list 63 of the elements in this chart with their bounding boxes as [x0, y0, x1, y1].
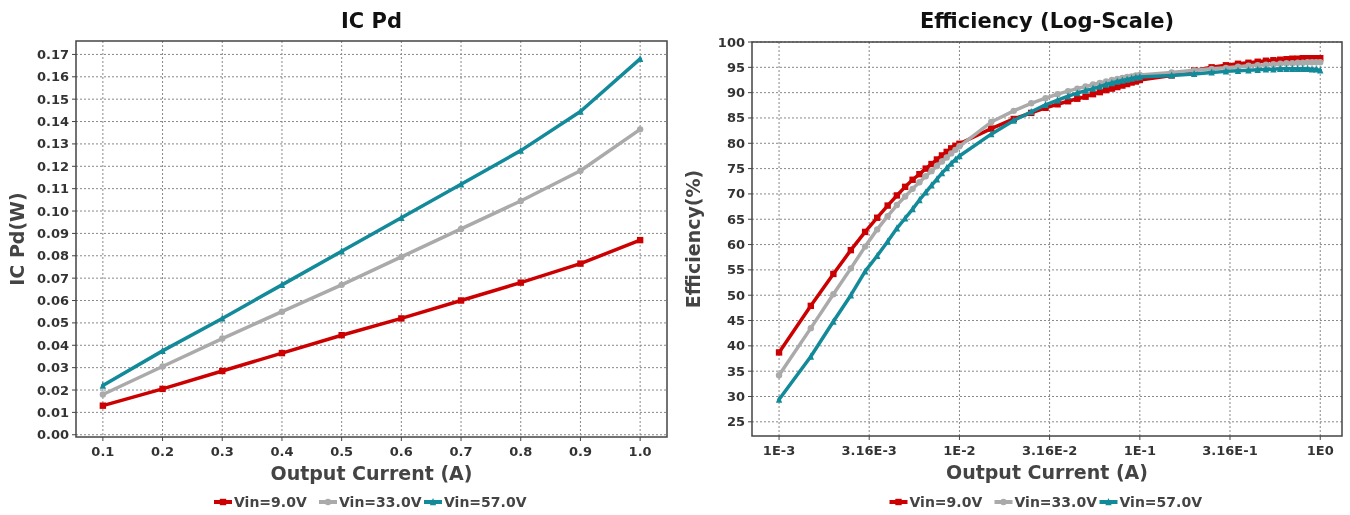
x-tick-label: 0.4: [270, 444, 294, 459]
x-axis-title: Output Current (A): [270, 462, 473, 484]
x-tick-label: 3.16E-3: [841, 443, 897, 458]
y-tick-label: 0.01: [36, 404, 69, 420]
y-tick-label: 0.00: [36, 427, 69, 443]
y-tick-label: 0.14: [36, 114, 69, 130]
y-tick-label: 0.13: [36, 136, 69, 152]
legend-label: Vin=33.0V: [339, 494, 422, 510]
y-tick-label: 0.09: [36, 225, 69, 241]
legend-label: Vin=57.0V: [1119, 494, 1203, 510]
y-tick-label: 70: [726, 186, 745, 202]
y-tick-label: 100: [717, 34, 745, 50]
y-tick-label: 40: [726, 338, 745, 354]
y-axis-title: IC Pd(W): [6, 192, 28, 286]
legend-label: Vin=33.0V: [1014, 494, 1098, 510]
y-tick-label: 35: [726, 363, 745, 379]
y-tick-label: 0.07: [36, 270, 69, 286]
y-tick-label: 0.12: [36, 158, 69, 174]
y-tick-label: 25: [726, 414, 745, 430]
x-tick-label: 1.0: [628, 444, 652, 459]
y-tick-label: 80: [726, 135, 745, 151]
y-tick-label: 85: [726, 110, 745, 126]
y-tick-label: 30: [726, 389, 745, 404]
y-tick-label: 0.11: [36, 181, 69, 197]
x-tick-label: 0.5: [330, 444, 354, 459]
chart-title: Efficiency (Log-Scale): [920, 9, 1174, 33]
x-tick-label: 0.6: [389, 444, 413, 459]
y-tick-label: 0.06: [36, 293, 69, 309]
x-tick-label: 0.7: [449, 444, 473, 459]
x-tick-label: 0.3: [210, 444, 234, 459]
x-axis-title: Output Current (A): [946, 461, 1148, 483]
y-tick-label: 50: [726, 287, 745, 303]
legend-label: Vin=57.0V: [444, 494, 527, 510]
y-tick-label: 65: [726, 211, 745, 227]
x-tick-label: 0.9: [568, 444, 592, 459]
y-tick-label: 45: [726, 313, 745, 329]
y-tick-label: 0.16: [36, 69, 69, 85]
x-tick-label: 1E-2: [943, 443, 976, 458]
y-tick-label: 0.10: [36, 203, 69, 219]
y-tick-label: 0.05: [36, 315, 69, 331]
y-tick-label: 0.03: [36, 360, 69, 376]
y-tick-label: 0.08: [36, 248, 69, 264]
y-tick-label: 95: [726, 59, 745, 75]
x-tick-label: 3.16E-2: [1021, 443, 1078, 458]
y-tick-label: 90: [726, 85, 745, 101]
x-tick-label: 0.1: [91, 444, 115, 459]
x-tick-label: 1E-3: [762, 443, 796, 458]
legend-label: Vin=9.0V: [909, 494, 983, 510]
y-tick-label: 0.17: [36, 46, 69, 62]
chart-title: IC Pd: [341, 9, 402, 33]
x-tick-label: 3.16E-1: [1202, 443, 1258, 458]
y-tick-label: 55: [726, 262, 745, 278]
x-tick-label: 0.8: [509, 444, 533, 459]
x-tick-label: 0.2: [151, 444, 175, 459]
y-tick-label: 60: [726, 237, 745, 253]
legend-label: Vin=9.0V: [234, 494, 307, 510]
y-axis-title: Efficiency(%): [682, 169, 704, 309]
x-tick-label: 1E-1: [1123, 443, 1157, 458]
y-tick-label: 0.04: [36, 337, 69, 353]
y-tick-label: 0.15: [36, 91, 69, 107]
y-tick-label: 0.02: [36, 382, 69, 398]
y-tick-label: 75: [726, 161, 745, 177]
x-tick-label: 1E0: [1306, 443, 1334, 458]
